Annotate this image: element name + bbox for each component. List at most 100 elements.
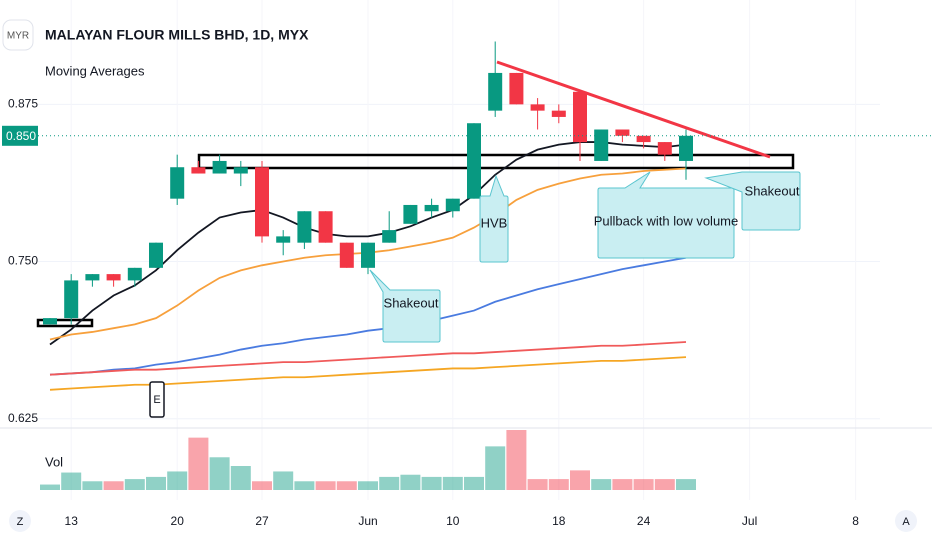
- x-tick-label: 13: [65, 514, 79, 528]
- candle-body: [276, 236, 291, 243]
- x-tick-label: 8: [852, 514, 859, 528]
- candle-body: [191, 167, 206, 174]
- volume-label: Vol: [45, 454, 63, 469]
- base-zone: [36, 318, 94, 328]
- volume-bar: [654, 479, 675, 490]
- moving-average: [49, 341, 687, 376]
- candle-body: [403, 204, 418, 224]
- volume-bar: [633, 479, 654, 490]
- x-tick-label: 24: [637, 514, 651, 528]
- candle-body: [657, 142, 672, 155]
- candle-body: [488, 72, 503, 111]
- x-tick-label: Jun: [358, 514, 377, 528]
- indicator-label: Moving Averages: [45, 63, 145, 78]
- x-tick-label: 27: [255, 514, 269, 528]
- y-tick-label: 0.625: [8, 411, 38, 425]
- volume-bar: [570, 470, 590, 490]
- candle-body: [64, 280, 79, 319]
- y-tick-label: 0.750: [8, 254, 38, 268]
- button-label: A: [902, 516, 910, 528]
- callout: [369, 269, 441, 343]
- callout: [479, 174, 509, 263]
- symbol-title: MALAYAN FLOUR MILLS BHD, 1D, MYX: [45, 27, 309, 43]
- candle-body: [445, 198, 460, 212]
- volume-bar: [40, 484, 60, 490]
- volume-bar: [103, 481, 124, 490]
- volume-bar: [82, 481, 103, 490]
- current-price-box: [2, 125, 38, 146]
- volume-bar: [676, 479, 696, 490]
- volume-bar: [252, 481, 272, 490]
- candle-body: [255, 167, 269, 237]
- candle-body: [106, 274, 121, 281]
- candle-body: [149, 242, 163, 268]
- earnings-marker[interactable]: [149, 381, 165, 418]
- resistance-zone: [197, 153, 795, 170]
- candle-body: [509, 72, 524, 105]
- candle-body: [127, 267, 142, 281]
- annotation: E: [153, 394, 160, 406]
- candle-body: [361, 242, 375, 268]
- volume-bar: [273, 471, 294, 490]
- volume-bar: [464, 476, 484, 490]
- candle-body: [85, 274, 100, 281]
- button-label: Z: [17, 516, 24, 528]
- candle-body: [339, 242, 354, 268]
- candle-body: [318, 211, 333, 243]
- button[interactable]: [895, 510, 917, 532]
- volume-bar: [379, 476, 400, 490]
- candle-body: [594, 129, 609, 161]
- candle-body: [43, 318, 57, 325]
- x-tick-label: 20: [171, 514, 185, 528]
- volume-bar: [506, 430, 527, 490]
- trend-line: [496, 60, 771, 159]
- volume-bar: [167, 471, 188, 490]
- annotation: Pullback with low volume: [594, 213, 739, 228]
- volume-bar: [61, 472, 82, 490]
- candle-body: [212, 160, 227, 174]
- plot: [40, 41, 696, 490]
- callout: [704, 171, 801, 231]
- volume-bar: [230, 466, 251, 490]
- candle-body: [382, 230, 397, 243]
- candle-body: [530, 104, 545, 111]
- volume-bar: [209, 457, 230, 490]
- annotation: HVB: [481, 215, 508, 230]
- current-price-label: 0.850: [6, 129, 36, 143]
- volume-bar: [612, 479, 633, 490]
- x-tick-label: 18: [552, 514, 566, 528]
- volume-bar: [124, 479, 145, 490]
- symbol-logo: [2, 19, 34, 51]
- candle-body: [615, 129, 630, 136]
- volume-bar: [336, 481, 357, 490]
- candle-body: [297, 211, 312, 243]
- annotation: Shakeout: [384, 295, 439, 310]
- currency: MYR: [7, 31, 29, 42]
- volume-bar: [315, 481, 336, 490]
- volume-bar: [421, 476, 442, 490]
- candle-body: [170, 167, 185, 199]
- x-tick-label: Jul: [742, 514, 757, 528]
- annotation: Shakeout: [745, 183, 800, 198]
- candle-body: [233, 167, 248, 174]
- volume-bar: [146, 476, 166, 490]
- candle-body: [679, 135, 693, 161]
- volume-bar: [400, 474, 421, 490]
- candle-body: [636, 135, 651, 143]
- volume-bar: [548, 479, 569, 490]
- y-tick-label: 0.875: [8, 97, 38, 111]
- volume-bar: [591, 479, 612, 490]
- candle-body: [424, 204, 439, 212]
- volume-bar: [294, 481, 315, 490]
- volume-bar: [485, 446, 506, 490]
- candle-body: [573, 91, 587, 143]
- moving-average: [49, 256, 687, 376]
- candle-body: [467, 123, 481, 199]
- volume-bar: [188, 437, 209, 490]
- volume-bar: [358, 481, 378, 490]
- volume-bar: [442, 476, 463, 490]
- button[interactable]: [9, 510, 31, 532]
- volume-bar: [527, 479, 548, 490]
